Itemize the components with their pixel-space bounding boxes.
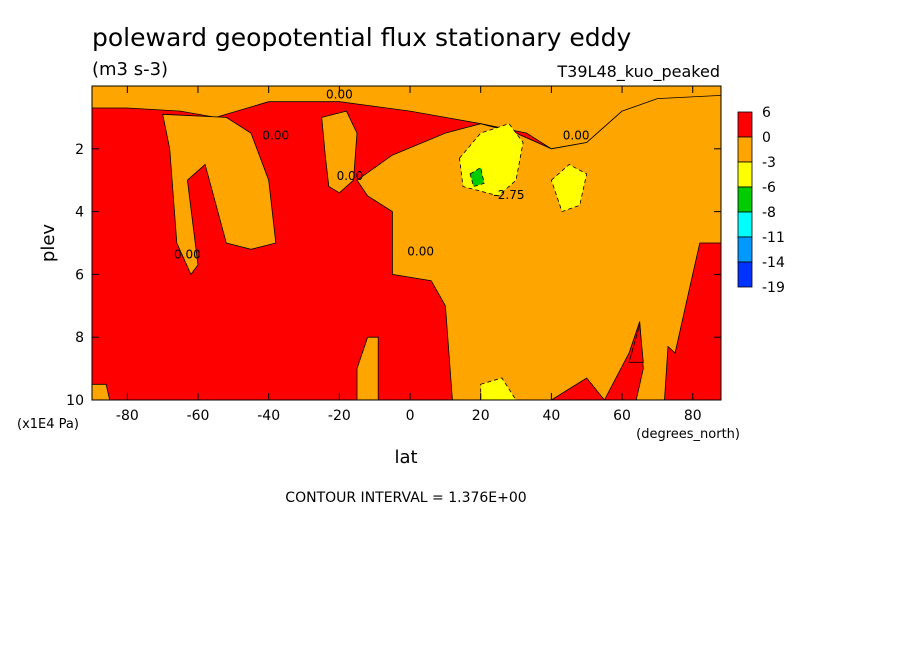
region-surface-orange-west xyxy=(91,383,111,401)
x-tick-label: -20 xyxy=(328,408,351,424)
colorbar-swatch xyxy=(737,261,753,288)
y-tick-label: 2 xyxy=(75,142,84,158)
x-tick-label: -80 xyxy=(116,408,139,424)
x-tick-label: 80 xyxy=(684,408,702,424)
contour-label: 0.00 xyxy=(262,128,289,142)
y-tick-label: 4 xyxy=(75,205,84,221)
region-tropical-nh-negative xyxy=(356,94,722,401)
region-surface-red-60 xyxy=(628,324,644,363)
colorbar-swatch xyxy=(737,236,753,263)
colorbar-swatch xyxy=(737,136,753,163)
colorbar-level-label: -6 xyxy=(762,180,776,196)
y-axis-label: plev xyxy=(38,224,59,263)
y-tick-label: 10 xyxy=(66,393,84,409)
x-axis-units: (degrees_north) xyxy=(636,427,740,442)
chart-units: (m3 s-3) xyxy=(92,59,168,80)
region-green-core xyxy=(469,166,485,188)
contour-label: 0.00 xyxy=(174,248,201,262)
contour-labels: 0.00 0.00 0.00 0.00 0.00 0.00 -2.75 xyxy=(174,88,589,262)
contour-label: 0.00 xyxy=(326,88,353,102)
colorbar: 6 0 -3 -6 -8 -11 -14 -19 xyxy=(737,105,785,296)
region-surface-orange-mid xyxy=(356,336,379,401)
contour-label: 0.00 xyxy=(563,128,590,142)
colorbar-level-label: -19 xyxy=(762,280,785,296)
x-tick-label: 20 xyxy=(472,408,490,424)
y-tick-label: 6 xyxy=(75,267,84,283)
region-west-column xyxy=(162,113,277,276)
x-tick-label: 60 xyxy=(613,408,631,424)
region-yellow-surface xyxy=(480,377,517,401)
colorbar-level-label: -8 xyxy=(762,205,776,221)
x-axis-label: lat xyxy=(394,447,417,468)
colorbar-swatch xyxy=(737,186,753,213)
colorbar-swatch xyxy=(737,211,753,238)
x-tick-label: -40 xyxy=(257,408,280,424)
contour-label: -2.75 xyxy=(493,188,524,202)
colorbar-swatch xyxy=(737,161,753,188)
contour-regions xyxy=(91,85,722,401)
run-label: T39L48_kuo_peaked xyxy=(556,62,720,82)
colorbar-level-label: -3 xyxy=(762,155,776,171)
colorbar-level-label: -14 xyxy=(762,255,785,271)
colorbar-level-label: 6 xyxy=(762,105,771,121)
x-axis: -80 -60 -40 -20 0 20 40 60 80 xyxy=(116,86,702,424)
plot-frame xyxy=(91,85,722,401)
x-tick-label: 0 xyxy=(406,408,415,424)
colorbar-level-label: 0 xyxy=(762,130,771,146)
colorbar-swatch xyxy=(737,111,753,138)
region-column-20s xyxy=(321,110,358,194)
plot-area: 0.00 0.00 0.00 0.00 0.00 0.00 -2.75 xyxy=(91,85,722,401)
region-yellow-east xyxy=(550,164,588,213)
y-tick-label: 8 xyxy=(75,330,84,346)
contour-interval: CONTOUR INTERVAL = 1.376E+00 xyxy=(285,490,526,506)
contour-label: 0.00 xyxy=(337,169,364,183)
contour-label: 0.00 xyxy=(407,245,434,259)
y-axis-units: (x1E4 Pa) xyxy=(17,417,79,432)
chart-title: poleward geopotential flux stationary ed… xyxy=(92,23,631,52)
x-tick-label: 40 xyxy=(542,408,560,424)
y-axis: 2 4 6 8 10 xyxy=(66,142,721,409)
x-tick-label: -60 xyxy=(187,408,210,424)
colorbar-level-label: -11 xyxy=(762,230,785,246)
